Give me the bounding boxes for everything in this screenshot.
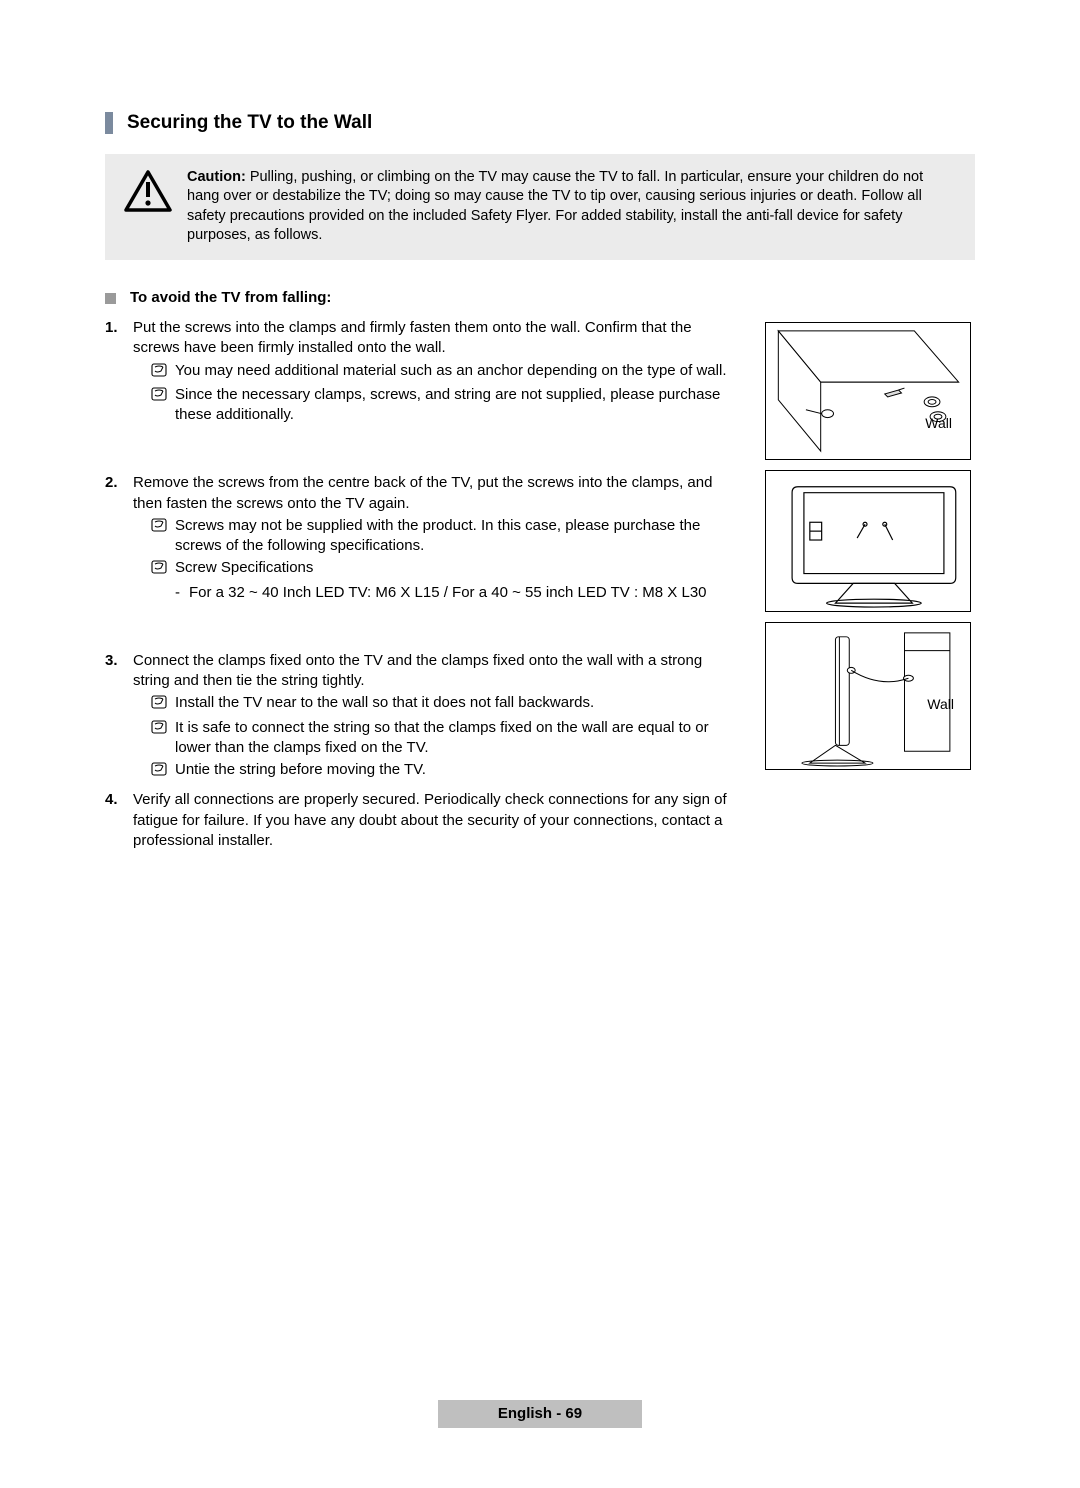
section-header: Securing the TV to the Wall [105,110,975,136]
steps-column: 1. Put the screws into the clamps and fi… [105,318,765,851]
page-content: Securing the TV to the Wall Caution: Pul… [0,0,1080,851]
footer-separator: - [552,1405,565,1422]
figure-tv-wall-string: Wall [765,622,971,770]
warning-icon [119,170,177,212]
note-item: Since the necessary clamps, screws, and … [133,385,741,426]
note-icon [151,363,169,383]
caution-label: Caution: [187,169,246,185]
step-4: 4. Verify all connections are properly s… [133,790,741,851]
step-2: 2. Remove the screws from the centre bac… [133,473,741,603]
dash-item: - For a 32 ~ 40 Inch LED TV: M6 X L15 / … [133,583,741,603]
figure-wall-clamps: Wall [765,322,971,460]
section-title: Securing the TV to the Wall [127,110,372,136]
note-icon [151,518,169,538]
footer-language: English [498,1405,552,1422]
accent-bar [105,112,113,134]
note-text: Install the TV near to the wall so that … [175,693,741,713]
figures-column: Wall [765,318,975,780]
caution-body: Pulling, pushing, or climbing on the TV … [187,169,923,244]
figure-label: Wall [925,414,952,433]
content-row: 1. Put the screws into the clamps and fi… [105,318,975,851]
note-icon [151,695,169,715]
step-number: 4. [105,790,118,810]
steps-list: 1. Put the screws into the clamps and fi… [105,318,741,851]
step-text: Put the screws into the clamps and firml… [133,319,692,356]
note-icon [151,762,169,782]
note-item: It is safe to connect the string so that… [133,718,741,759]
note-icon [151,387,169,407]
note-text: It is safe to connect the string so that… [175,718,741,759]
note-text: Since the necessary clamps, screws, and … [175,385,741,426]
step-number: 2. [105,473,118,493]
step-number: 1. [105,318,118,338]
note-item: Screws may not be supplied with the prod… [133,516,741,557]
list-marker-icon [105,293,116,304]
caution-box: Caution: Pulling, pushing, or climbing o… [105,154,975,260]
subheading-row: To avoid the TV from falling: [105,288,975,308]
dash-marker: - [175,583,189,603]
page-footer: English - 69 [0,1400,1080,1428]
note-text: Screw Specifications [175,558,741,578]
note-text: Untie the string before moving the TV. [175,760,741,780]
note-item: Untie the string before moving the TV. [133,760,741,782]
caution-text: Caution: Pulling, pushing, or climbing o… [177,168,957,246]
dash-text: For a 32 ~ 40 Inch LED TV: M6 X L15 / Fo… [189,583,707,603]
figure-label: Wall [927,695,954,714]
note-icon [151,720,169,740]
step-text: Connect the clamps fixed onto the TV and… [133,652,702,689]
note-item: Install the TV near to the wall so that … [133,693,741,715]
footer-content: English - 69 [438,1400,642,1428]
step-text: Verify all connections are properly secu… [133,791,727,849]
step-3: 3. Connect the clamps fixed onto the TV … [133,651,741,783]
note-item: Screw Specifications [133,558,741,580]
step-text: Remove the screws from the centre back o… [133,474,712,511]
figure-tv-back [765,470,971,612]
note-icon [151,560,169,580]
footer-page-number: 69 [565,1405,582,1422]
note-text: You may need additional material such as… [175,361,741,381]
note-item: You may need additional material such as… [133,361,741,383]
subheading: To avoid the TV from falling: [130,288,331,308]
step-1: 1. Put the screws into the clamps and fi… [133,318,741,425]
note-text: Screws may not be supplied with the prod… [175,516,741,557]
step-number: 3. [105,651,118,671]
